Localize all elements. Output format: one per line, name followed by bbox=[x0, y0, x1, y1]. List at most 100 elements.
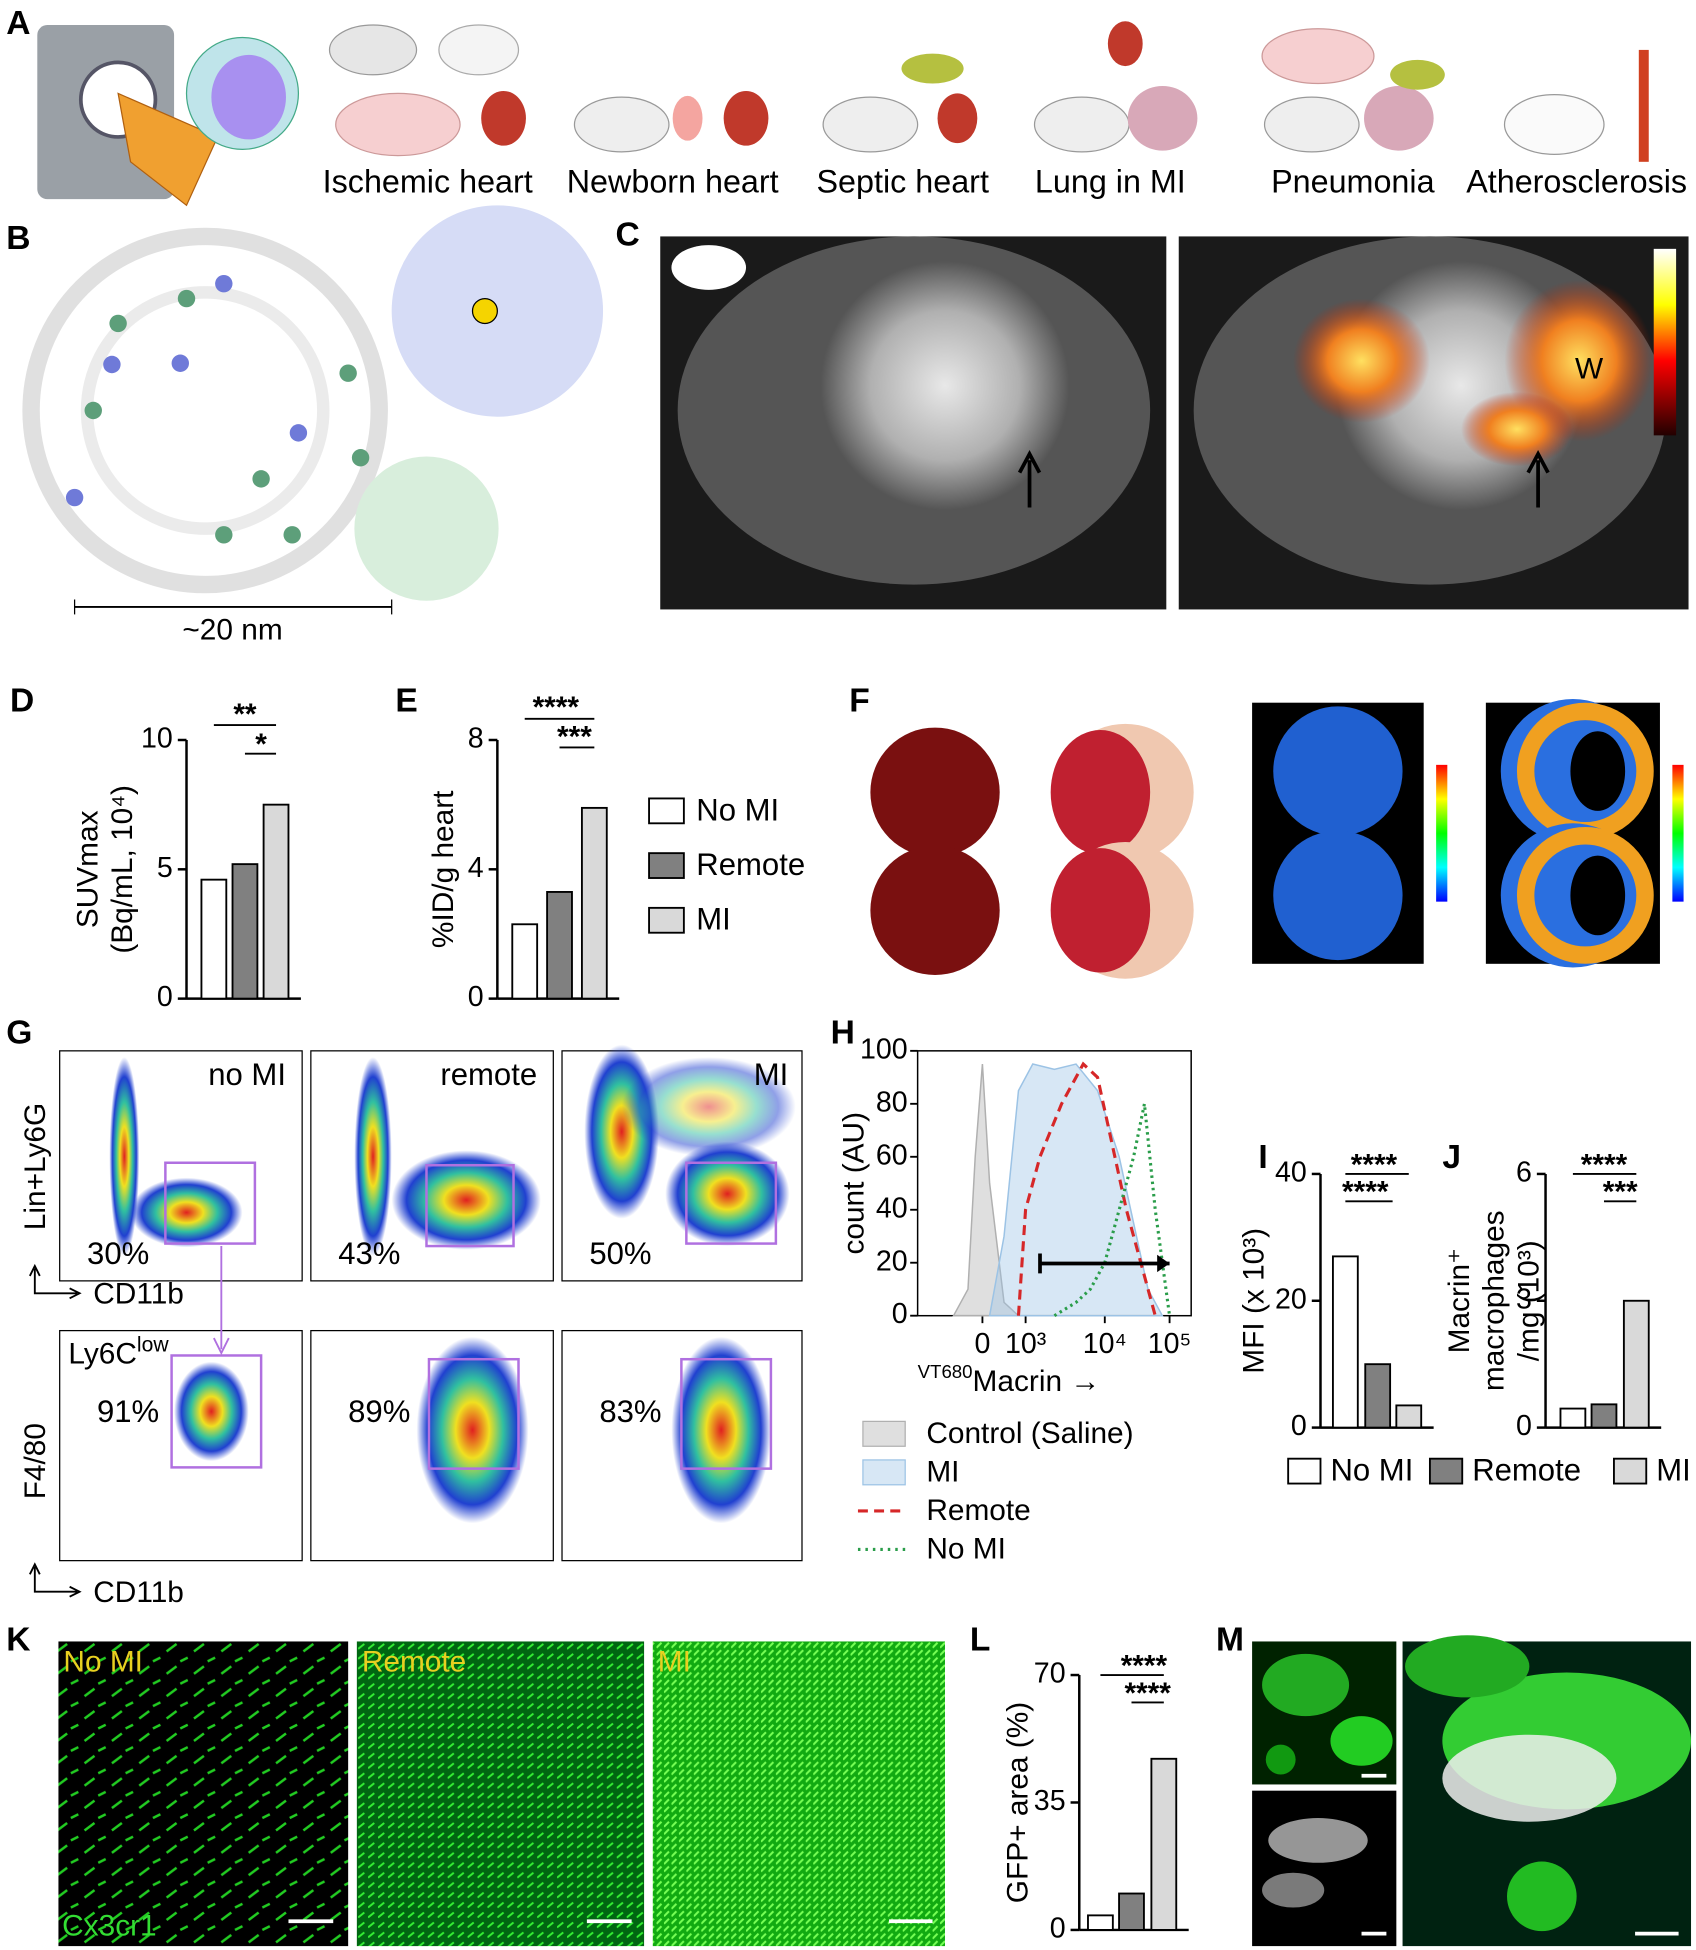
legend-label: Control (Saline) bbox=[926, 1417, 1133, 1450]
significance: *** bbox=[1603, 1176, 1638, 1209]
significance: **** bbox=[533, 691, 580, 724]
panel-label: G bbox=[6, 1015, 32, 1052]
wall-label: W bbox=[1575, 353, 1604, 386]
legend-swatch bbox=[862, 1420, 906, 1447]
gate-arrow bbox=[1157, 1254, 1170, 1273]
histogram-curve bbox=[952, 1063, 1021, 1317]
x-tick-label: 10³ bbox=[1005, 1328, 1046, 1360]
y-tick-label: 0 bbox=[1291, 1410, 1307, 1442]
legend-label: MI bbox=[696, 902, 731, 937]
x-tick-label: 10⁵ bbox=[1148, 1328, 1192, 1360]
y-axis-label: (Bq/mL, 10⁴) bbox=[106, 785, 139, 954]
x-tick-label: 0 bbox=[974, 1328, 990, 1360]
y-tick-label: 8 bbox=[468, 723, 484, 755]
model-label: Pneumonia bbox=[1271, 164, 1435, 200]
y-axis-label: macrophages bbox=[1478, 1210, 1511, 1391]
panel-label: L bbox=[970, 1621, 991, 1658]
gate-percent: 43% bbox=[338, 1236, 400, 1271]
gate-percent: 91% bbox=[97, 1394, 159, 1429]
pet-mri bbox=[660, 236, 1689, 610]
y-tick-label: 70 bbox=[1034, 1658, 1066, 1690]
title-part: Ly6C bbox=[68, 1337, 137, 1370]
y-tick-label: 60 bbox=[876, 1139, 908, 1171]
axis-label: CD11b bbox=[93, 1576, 184, 1609]
illustration-a bbox=[37, 21, 1649, 207]
y-axis-label: Macrin⁺ bbox=[1443, 1248, 1476, 1353]
y-tick-label: 0 bbox=[1050, 1912, 1066, 1944]
panel-label: J bbox=[1442, 1139, 1461, 1176]
y-tick-label: 0 bbox=[157, 981, 173, 1013]
image-title: MI bbox=[658, 1646, 691, 1679]
axis-label: Lin+Ly6G bbox=[19, 1103, 52, 1230]
significance: * bbox=[255, 728, 267, 761]
histogram-curve bbox=[1016, 1061, 1157, 1317]
nanoparticle bbox=[22, 205, 604, 615]
microscopy-k bbox=[58, 1641, 945, 1947]
model-label: Ischemic heart bbox=[323, 164, 533, 200]
x-tick-label: 10⁴ bbox=[1083, 1328, 1127, 1360]
bar bbox=[1087, 1914, 1114, 1931]
label-superscript: VT680 bbox=[918, 1361, 973, 1382]
panel-label: F bbox=[849, 683, 870, 720]
y-tick-label: 40 bbox=[876, 1192, 908, 1224]
flow-plots bbox=[59, 1050, 803, 1562]
bar bbox=[262, 803, 290, 1000]
legend-swatch bbox=[1287, 1457, 1322, 1485]
y-axis-label: SUVmax bbox=[71, 810, 104, 928]
legend-label: Remote bbox=[696, 847, 805, 882]
y-tick-label: 0 bbox=[892, 1298, 908, 1330]
y-axis-label: %ID/g heart bbox=[427, 790, 460, 948]
gate-percent: 89% bbox=[348, 1394, 410, 1429]
plot-title: remote bbox=[440, 1057, 537, 1092]
bar bbox=[546, 891, 573, 1000]
histogram-curve bbox=[988, 1063, 1164, 1317]
legend-label: Remote bbox=[926, 1494, 1030, 1527]
bar bbox=[200, 878, 228, 1000]
panel-label: I bbox=[1258, 1139, 1267, 1176]
axis-label: F4/80 bbox=[19, 1423, 52, 1499]
model-label: Atherosclerosis bbox=[1466, 164, 1687, 200]
bar bbox=[1590, 1403, 1618, 1429]
plot-title: Ly6Clow bbox=[68, 1333, 169, 1370]
panel-label: D bbox=[10, 683, 34, 720]
ttc-images bbox=[870, 698, 1684, 979]
panel-label: M bbox=[1216, 1621, 1244, 1658]
legend-swatch bbox=[1613, 1457, 1648, 1485]
x-axis-label: VT680Macrin → bbox=[918, 1361, 1101, 1398]
significance: **** bbox=[1581, 1148, 1628, 1181]
gate-percent: 50% bbox=[589, 1236, 651, 1271]
plot-title: MI bbox=[754, 1057, 789, 1092]
legend-label: No MI bbox=[696, 792, 779, 827]
y-tick-label: 10 bbox=[141, 723, 173, 755]
legend-label: Remote bbox=[1472, 1453, 1581, 1488]
y-axis-label: /mg (10³) bbox=[1513, 1240, 1546, 1361]
flow-density bbox=[109, 1044, 796, 1524]
y-tick-label: 0 bbox=[1516, 1410, 1532, 1442]
legend-swatch bbox=[862, 1459, 906, 1486]
stain-label: Cx3cr1 bbox=[62, 1909, 156, 1942]
legend-swatch bbox=[1428, 1457, 1464, 1485]
bar bbox=[231, 863, 259, 1000]
panel-label: B bbox=[6, 220, 30, 257]
plot-title: no MI bbox=[208, 1057, 286, 1092]
bar bbox=[580, 806, 608, 1000]
y-tick-label: 0 bbox=[468, 981, 484, 1013]
model-label: Septic heart bbox=[816, 164, 988, 200]
model-label: Lung in MI bbox=[1035, 164, 1186, 200]
scale-label: ~20 nm bbox=[182, 614, 282, 647]
panel-label: A bbox=[6, 5, 30, 42]
significance: *** bbox=[557, 721, 592, 754]
bar bbox=[1622, 1299, 1650, 1429]
bar bbox=[1150, 1757, 1178, 1931]
model-label: Newborn heart bbox=[567, 164, 779, 200]
histogram-curve bbox=[1053, 1103, 1172, 1318]
bar bbox=[1395, 1404, 1423, 1429]
y-axis-label: MFI (x 10³) bbox=[1238, 1228, 1271, 1374]
bar bbox=[1364, 1363, 1392, 1429]
panel-label: C bbox=[615, 216, 639, 253]
panel-label: K bbox=[6, 1621, 30, 1658]
significance: **** bbox=[1342, 1176, 1389, 1209]
legend-label: MI bbox=[926, 1455, 959, 1488]
